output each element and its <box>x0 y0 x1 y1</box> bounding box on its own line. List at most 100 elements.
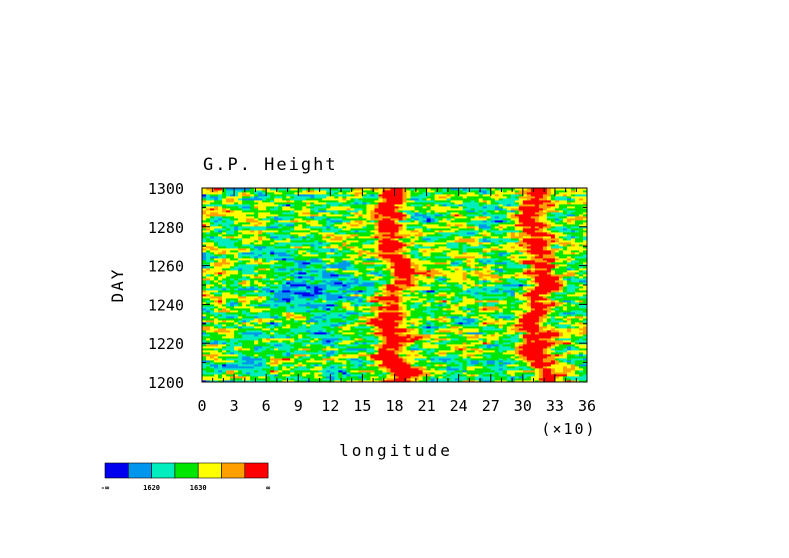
heatmap-cell <box>306 354 311 357</box>
heatmap-cell <box>418 336 423 339</box>
heatmap-cell <box>498 324 504 327</box>
heatmap-cell <box>406 358 411 361</box>
heatmap-cell <box>262 372 267 375</box>
heatmap-cell <box>366 352 371 355</box>
heatmap-cell <box>286 334 291 337</box>
heatmap-cell <box>470 316 476 319</box>
heatmap-cell <box>462 340 468 343</box>
heatmap-cell <box>526 346 532 349</box>
heatmap-cell <box>426 336 431 339</box>
heatmap-cell <box>254 368 259 371</box>
heatmap-cell <box>542 312 548 315</box>
heatmap-cell <box>270 334 275 337</box>
heatmap-cell <box>362 380 367 383</box>
heatmap-cell <box>410 360 415 363</box>
heatmap-cell <box>218 362 223 365</box>
heatmap-cell <box>470 304 476 307</box>
heatmap-cell <box>258 310 263 313</box>
heatmap-cell <box>270 300 275 303</box>
heatmap-cell <box>274 302 279 305</box>
heatmap-cell <box>306 286 311 289</box>
heatmap-cell <box>562 362 568 365</box>
heatmap-cell <box>382 298 387 301</box>
heatmap-cell <box>382 366 387 369</box>
heatmap-cell <box>410 294 415 297</box>
heatmap-cell <box>342 302 347 305</box>
heatmap-cell <box>438 346 444 349</box>
heatmap-cell <box>434 368 440 371</box>
heatmap-cell <box>502 350 508 353</box>
heatmap-cell <box>402 334 407 337</box>
heatmap-cell <box>278 312 283 315</box>
heatmap-cell <box>362 304 367 307</box>
heatmap-cell <box>486 302 492 305</box>
heatmap-cell <box>330 306 335 309</box>
heatmap-cell <box>426 374 431 377</box>
heatmap-cell <box>506 378 512 381</box>
heatmap-cell <box>250 358 255 361</box>
heatmap-cell <box>250 380 255 383</box>
heatmap-cell <box>354 326 359 329</box>
heatmap-cell <box>454 378 460 381</box>
heatmap-cell <box>382 324 387 327</box>
heatmap-cell <box>206 360 211 363</box>
heatmap-cell <box>570 320 576 323</box>
heatmap-cell <box>426 312 431 315</box>
heatmap-cell <box>466 320 472 323</box>
heatmap-cell <box>286 340 291 343</box>
heatmap-cell <box>390 326 395 329</box>
heatmap-cell <box>526 300 532 303</box>
heatmap-cell <box>522 380 528 383</box>
heatmap-cell <box>426 298 431 301</box>
heatmap-cell <box>550 320 556 323</box>
heatmap-cell <box>346 284 351 287</box>
heatmap-cell <box>310 338 315 341</box>
heatmap-cell <box>462 294 468 297</box>
heatmap-cell <box>342 352 347 355</box>
heatmap-cell <box>282 372 287 375</box>
heatmap-cell <box>218 368 223 371</box>
heatmap-cell <box>402 338 407 341</box>
heatmap-cell <box>290 350 295 353</box>
heatmap-cell <box>326 298 331 301</box>
heatmap-cell <box>550 294 556 297</box>
heatmap-cell <box>566 312 572 315</box>
heatmap-cell <box>370 366 375 369</box>
heatmap-cell <box>258 358 263 361</box>
heatmap-cell <box>286 368 291 371</box>
heatmap-cell <box>486 306 492 309</box>
heatmap-cell <box>498 372 504 375</box>
heatmap-cell <box>414 358 419 361</box>
heatmap-cell <box>294 376 299 379</box>
heatmap-cell <box>470 370 476 373</box>
heatmap-cell <box>510 312 516 315</box>
heatmap-cell <box>390 348 395 351</box>
heatmap-cell <box>462 342 468 345</box>
heatmap-cell <box>422 344 427 347</box>
heatmap-cell <box>474 306 480 309</box>
heatmap-cell <box>454 280 460 283</box>
heatmap-cell <box>406 300 411 303</box>
heatmap-cell <box>442 372 448 375</box>
heatmap-cell <box>326 366 331 369</box>
heatmap-cell <box>466 296 472 299</box>
heatmap-cell <box>414 362 419 365</box>
heatmap-cell <box>474 282 480 285</box>
heatmap-cell <box>450 328 456 331</box>
heatmap-cell <box>250 332 255 335</box>
heatmap-cell <box>230 298 235 301</box>
heatmap-cell <box>338 352 343 355</box>
heatmap-cell <box>242 310 247 313</box>
heatmap-cell <box>578 316 584 319</box>
heatmap-cell <box>466 324 472 327</box>
heatmap-cell <box>334 288 339 291</box>
heatmap-cell <box>230 308 235 311</box>
heatmap-cell <box>342 326 347 329</box>
heatmap-cell <box>518 310 524 313</box>
heatmap-cell <box>394 288 399 291</box>
heatmap-cell <box>282 330 287 333</box>
heatmap-cell <box>434 336 440 339</box>
heatmap-cell <box>574 290 580 293</box>
heatmap-cell <box>498 366 504 369</box>
heatmap-cell <box>298 296 303 299</box>
